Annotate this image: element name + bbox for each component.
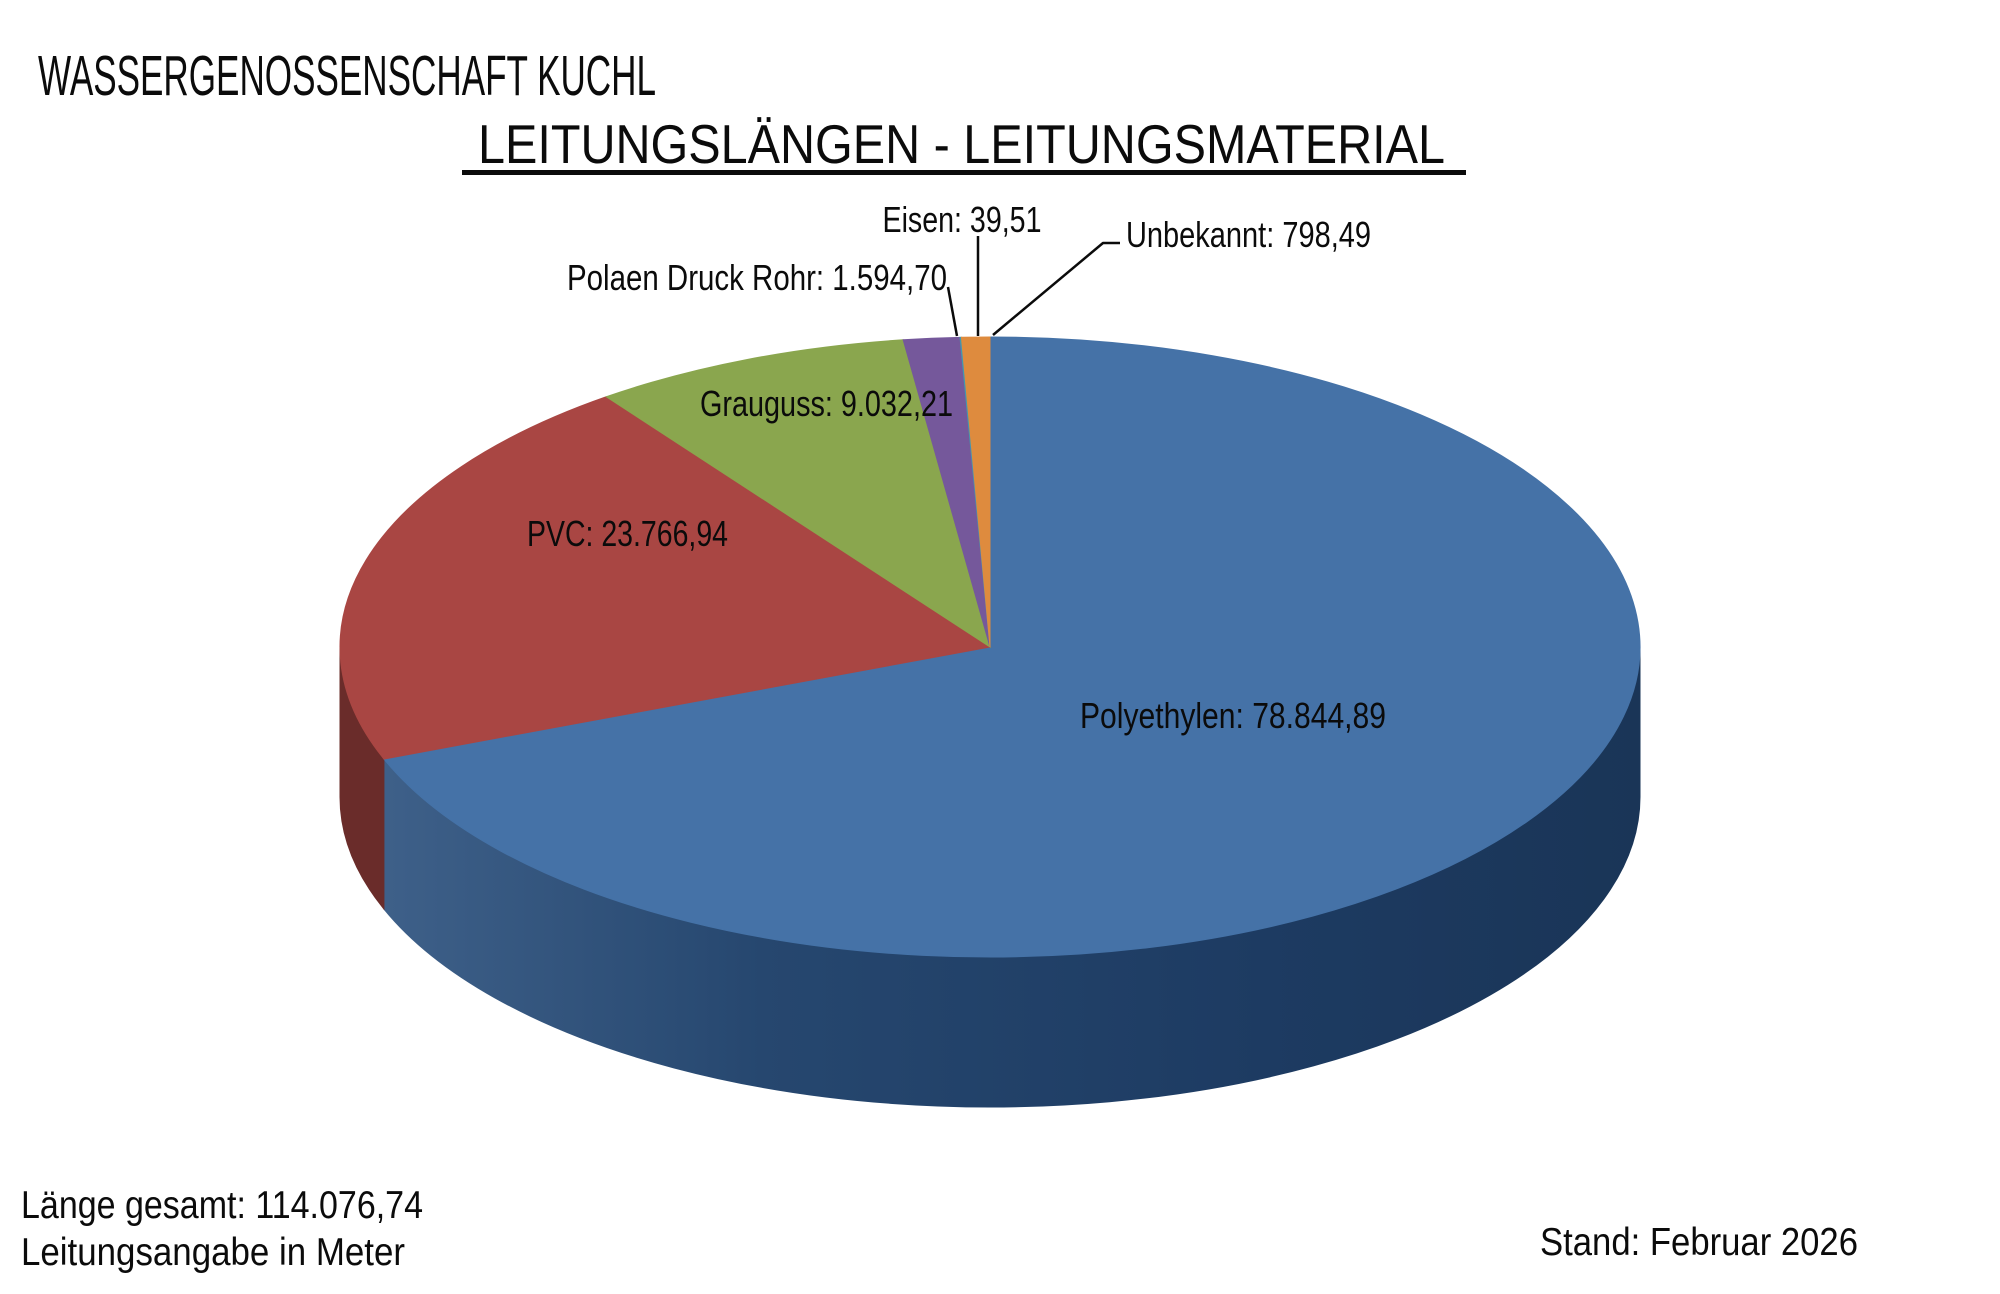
pie-chart bbox=[339, 336, 1641, 1108]
chart-title: LEITUNGSLÄNGEN - LEITUNGSMATERIAL bbox=[478, 113, 1445, 175]
pie-slice-polyethylen bbox=[382, 336, 1641, 958]
slice-label-polaen-druck-rohr: Polaen Druck Rohr: 1.594,70 bbox=[567, 257, 947, 298]
footer-unit-note: Leitungsangabe in Meter bbox=[21, 1231, 405, 1274]
title-underline bbox=[462, 170, 1466, 175]
leader-line-polaen-druck-rohr bbox=[946, 286, 959, 337]
company-header: WASSERGENOSSENSCHAFT KUCHL bbox=[38, 44, 656, 108]
slice-label-eisen: Eisen: 39,51 bbox=[883, 199, 1042, 240]
footer-total-length: Länge gesamt: 114.076,74 bbox=[21, 1184, 423, 1227]
leader-line-unbekannt bbox=[992, 241, 1120, 336]
footer-stand-date: Stand: Februar 2026 bbox=[1540, 1221, 1858, 1264]
slice-label-polyethylen: Polyethylen: 78.844,89 bbox=[1080, 695, 1386, 736]
slice-label-unbekannt: Unbekannt: 798,49 bbox=[1126, 214, 1371, 255]
pie-slice-pvc bbox=[339, 396, 992, 760]
slice-label-pvc: PVC: 23.766,94 bbox=[527, 513, 728, 554]
pie-slice-unbekannt bbox=[960, 336, 991, 648]
slice-label-grauguss: Grauguss: 9.032,21 bbox=[700, 383, 953, 424]
pie-slice-grauguss bbox=[605, 339, 991, 649]
